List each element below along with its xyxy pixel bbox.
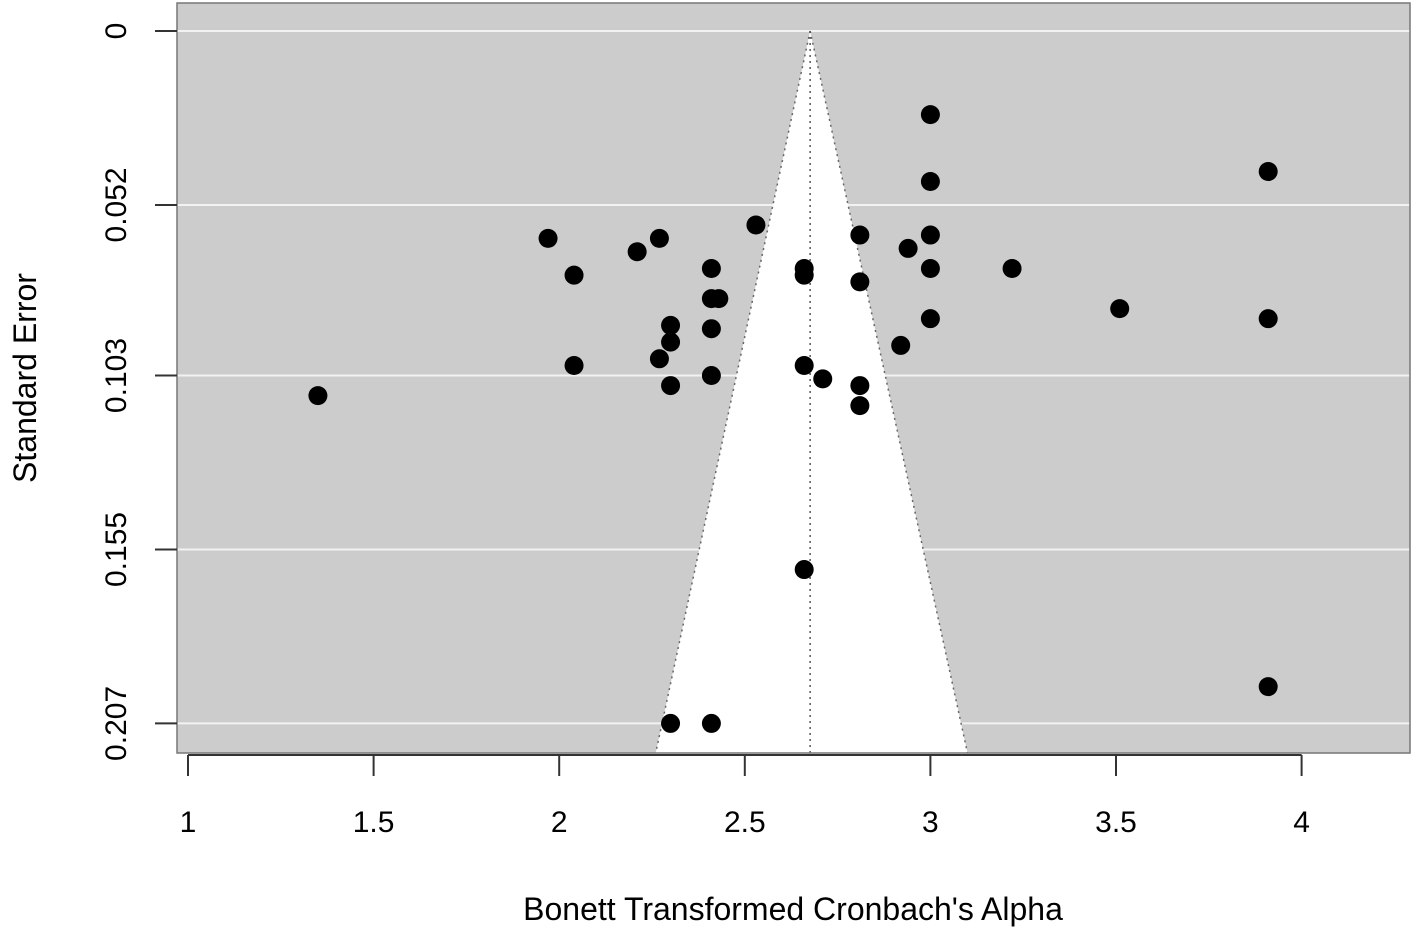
data-point: [1258, 677, 1278, 697]
data-point: [850, 272, 870, 292]
data-points: [308, 105, 1278, 733]
data-point: [538, 228, 558, 248]
y-tick-label: 0.207: [100, 686, 133, 761]
data-point: [1258, 161, 1278, 181]
data-point: [627, 242, 647, 262]
data-point: [649, 228, 669, 248]
data-point: [1110, 299, 1130, 319]
data-point: [920, 172, 940, 192]
y-tick-label: 0: [100, 23, 133, 40]
data-point: [1002, 258, 1022, 278]
data-point: [794, 560, 814, 580]
data-point: [701, 366, 721, 386]
data-point: [308, 386, 328, 406]
data-point: [891, 335, 911, 355]
x-tick-label: 3.5: [1095, 806, 1137, 839]
x-tick-label: 1.5: [353, 806, 395, 839]
data-point: [701, 713, 721, 733]
data-point: [661, 376, 681, 396]
data-point: [701, 319, 721, 339]
data-point: [850, 225, 870, 245]
y-tick-label: 0.155: [100, 512, 133, 587]
x-axis-title: Bonett Transformed Cronbach's Alpha: [523, 891, 1063, 927]
y-tick-label: 0.052: [100, 167, 133, 242]
y-axis-title: Standard Error: [7, 273, 43, 483]
data-point: [794, 356, 814, 375]
y-axis: 0 0.052 0.103 0.155 0.207: [100, 23, 177, 761]
data-point: [920, 225, 940, 245]
data-point: [564, 265, 584, 285]
funnel-region: [655, 31, 968, 753]
data-point: [709, 289, 729, 309]
data-point: [661, 315, 681, 335]
x-tick-label: 3: [922, 806, 939, 839]
data-point: [564, 356, 584, 375]
data-point: [701, 258, 721, 278]
data-point: [898, 238, 918, 258]
x-tick-label: 2: [551, 806, 568, 839]
data-point: [794, 265, 814, 285]
data-point: [813, 369, 833, 389]
x-tick-label: 1: [180, 806, 197, 839]
data-point: [746, 215, 766, 235]
data-point: [1258, 309, 1278, 329]
data-point: [920, 105, 940, 125]
x-tick-label: 4: [1293, 806, 1310, 839]
data-point: [649, 349, 669, 369]
y-tick-label: 0.103: [100, 338, 133, 413]
x-tick-label: 2.5: [724, 806, 766, 839]
data-point: [850, 376, 870, 396]
data-point: [920, 258, 940, 278]
data-point: [661, 332, 681, 352]
data-point: [920, 309, 940, 329]
plot-border: [176, 2, 1411, 754]
data-point: [850, 396, 870, 416]
x-axis: 1 1.5 2 2.5 3 3.5 4: [180, 754, 1310, 839]
data-point: [661, 713, 681, 733]
